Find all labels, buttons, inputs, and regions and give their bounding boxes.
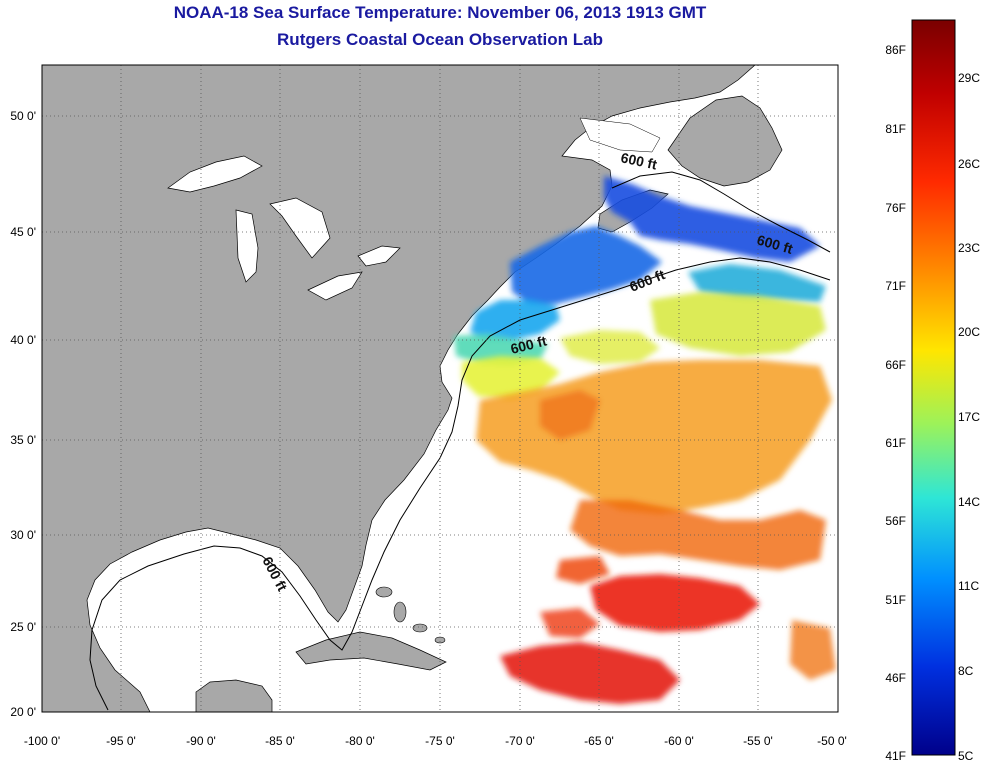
colorbar (911, 19, 956, 756)
colorbar-f-label: 46F (885, 671, 906, 685)
colorbar-f-label: 56F (885, 514, 906, 528)
lon-tick-label: -50 0' (817, 734, 847, 748)
st-lawrence-gulf (579, 117, 661, 153)
lon-tick-label: -100 0' (24, 734, 60, 748)
lat-tick-label: 25 0' (10, 620, 36, 634)
colorbar-c-label: 29C (958, 71, 980, 85)
great-lakes (167, 155, 401, 301)
lat-tick-label: 45 0' (10, 225, 36, 239)
lon-tick-label: -55 0' (743, 734, 773, 748)
lat-tick-label: 40 0' (10, 333, 36, 347)
colorbar-f-label: 41F (885, 749, 906, 763)
yucatan-land (195, 679, 273, 712)
longitude-axis: -100 0' -95 0' -90 0' -85 0' -80 0' -75 … (24, 734, 847, 748)
colorbar-c-label: 8C (958, 664, 974, 678)
colorbar-c-label: 14C (958, 495, 980, 509)
lat-tick-label: 20 0' (10, 705, 36, 719)
colorbar-c-label: 5C (958, 749, 974, 763)
colorbar-f-label: 81F (885, 122, 906, 136)
colorbar-f-label: 51F (885, 593, 906, 607)
map-frame (41, 64, 839, 713)
600ft-contour-line-north (611, 171, 831, 253)
lat-tick-label: 50 0' (10, 109, 36, 123)
lon-tick-label: -85 0' (265, 734, 295, 748)
map-title: NOAA-18 Sea Surface Temperature: Novembe… (173, 3, 707, 22)
colorbar-c-label: 23C (958, 241, 980, 255)
colorbar-f-label: 61F (885, 436, 906, 450)
lon-tick-label: -75 0' (425, 734, 455, 748)
lon-tick-label: -95 0' (106, 734, 136, 748)
lon-tick-label: -90 0' (186, 734, 216, 748)
colorbar-celsius-labels: 29C 26C 23C 20C 17C 14C 11C 8C 5C (958, 71, 980, 763)
lon-tick-label: -70 0' (505, 734, 535, 748)
colorbar-fahrenheit-labels: 86F 81F 76F 71F 66F 61F 56F 51F 46F 41F (885, 43, 906, 763)
colorbar-f-label: 66F (885, 358, 906, 372)
lat-tick-label: 35 0' (10, 433, 36, 447)
colorbar-c-label: 17C (958, 410, 980, 424)
colorbar-f-label: 71F (885, 279, 906, 293)
latitude-axis: 20 0' 25 0' 30 0' 35 0' 40 0' 45 0' 50 0… (10, 109, 36, 719)
600ft-contour-line (89, 257, 831, 711)
cuba-land (295, 631, 447, 671)
sst-cold-band (454, 176, 826, 366)
colorbar-c-label: 20C (958, 325, 980, 339)
newfoundland-land (667, 95, 783, 187)
contour-label: 600 ft (619, 149, 658, 172)
colorbar-f-label: 86F (885, 43, 906, 57)
colorbar-c-label: 26C (958, 157, 980, 171)
lon-tick-label: -60 0' (664, 734, 694, 748)
colorbar-f-label: 76F (885, 201, 906, 215)
lat-tick-label: 30 0' (10, 528, 36, 542)
grid-lines (42, 65, 838, 712)
colorbar-c-label: 11C (958, 579, 979, 593)
lon-tick-label: -65 0' (584, 734, 614, 748)
sst-red-region (500, 556, 836, 704)
bahamas-islands (375, 586, 446, 644)
lon-tick-label: -80 0' (345, 734, 375, 748)
map-subtitle: Rutgers Coastal Ocean Observation Lab (277, 30, 603, 49)
